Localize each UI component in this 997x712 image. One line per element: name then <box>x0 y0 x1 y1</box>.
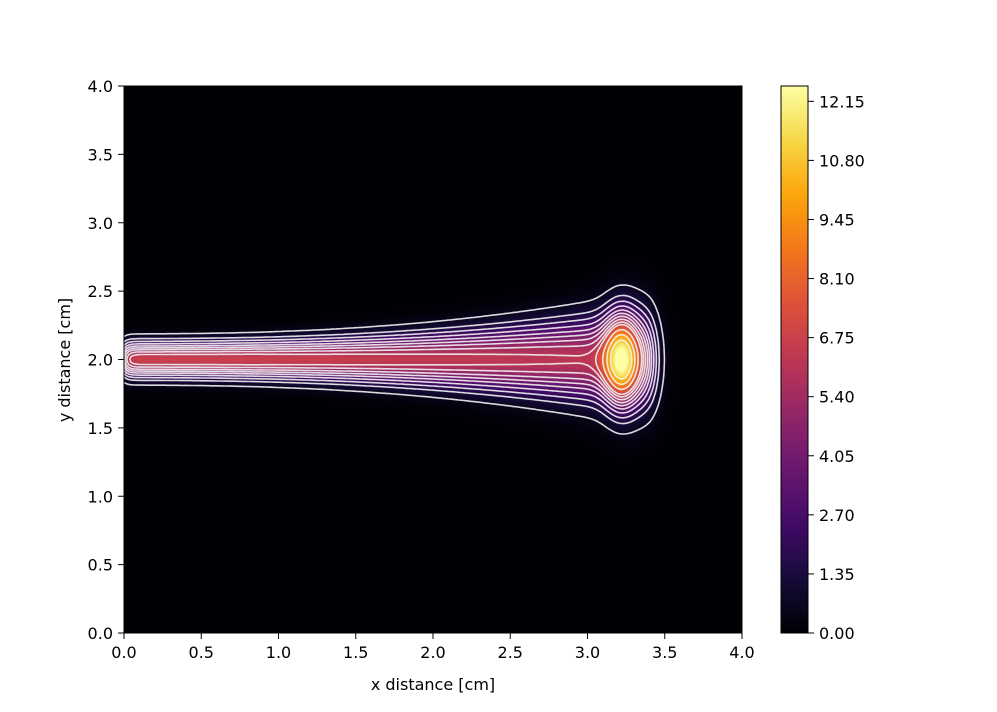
colorbar-tick-label: 9.45 <box>819 210 855 229</box>
colorbar: 0.00 1.35 2.70 4.05 5.40 6.75 8.10 9.45 10.80 12.… <box>780 85 865 643</box>
y-axis-ticks: 0.0 0.5 1.0 1.5 2.0 2.5 3.0 3.5 4.0 <box>88 77 124 643</box>
contour-line <box>124 315 649 404</box>
y-tick-label: 3.5 <box>88 145 113 164</box>
contour-line <box>124 309 653 410</box>
y-tick-label: 2.0 <box>88 351 113 370</box>
contour-line <box>606 333 636 386</box>
x-axis-label: x distance [cm] <box>371 675 495 694</box>
colorbar-ticks: 0.00 1.35 2.70 4.05 5.40 6.75 8.10 9.45 10.80 12.… <box>808 92 865 643</box>
y-tick-label: 2.5 <box>88 282 113 301</box>
y-tick-label: 1.0 <box>88 487 113 506</box>
y-axis-label: y distance [cm] <box>55 298 74 422</box>
colorbar-tick-label: 12.15 <box>819 92 865 111</box>
colorbar-tick-label: 6.75 <box>819 329 855 348</box>
x-tick-label: 0.5 <box>189 643 214 662</box>
x-tick-label: 1.5 <box>343 643 368 662</box>
colorbar-tick-label: 4.05 <box>819 447 855 466</box>
contour-line <box>124 300 658 419</box>
contour-line <box>124 312 651 407</box>
x-tick-label: 4.0 <box>729 643 754 662</box>
contour-line <box>601 328 639 391</box>
x-tick-label: 0.0 <box>111 643 136 662</box>
y-tick-label: 1.5 <box>88 419 113 438</box>
contour-line <box>126 318 647 401</box>
x-tick-label: 3.5 <box>652 643 677 662</box>
colorbar-frame <box>780 85 809 634</box>
contour-line <box>594 323 643 396</box>
colorbar-tick-label: 8.10 <box>819 270 855 289</box>
colorbar-tick-label: 1.35 <box>819 565 855 584</box>
y-tick-label: 0.5 <box>88 556 113 575</box>
colorbar-tick-label: 2.70 <box>819 506 855 525</box>
y-tick-label: 4.0 <box>88 77 113 96</box>
plot-area <box>123 85 743 634</box>
x-tick-label: 1.0 <box>266 643 291 662</box>
x-tick-label: 2.5 <box>498 643 523 662</box>
contour-lines <box>124 284 666 435</box>
heatmap-image <box>124 86 742 633</box>
y-tick-label: 0.0 <box>88 624 113 643</box>
x-tick-label: 2.0 <box>420 643 445 662</box>
colorbar-tick-label: 0.00 <box>819 624 855 643</box>
contour-line <box>124 284 666 435</box>
contour-line <box>129 321 645 398</box>
colorbar-tick-label: 5.40 <box>819 388 855 407</box>
colorbar-gradient <box>781 86 808 633</box>
y-tick-label: 3.0 <box>88 214 113 233</box>
contour-line <box>124 305 655 414</box>
x-tick-label: 3.0 <box>575 643 600 662</box>
contour-line <box>124 294 660 425</box>
x-axis-ticks: 0.0 0.5 1.0 1.5 2.0 2.5 3.0 3.5 4.0 <box>111 633 755 662</box>
contour-line <box>609 339 633 380</box>
colorbar-tick-label: 10.80 <box>819 151 865 170</box>
